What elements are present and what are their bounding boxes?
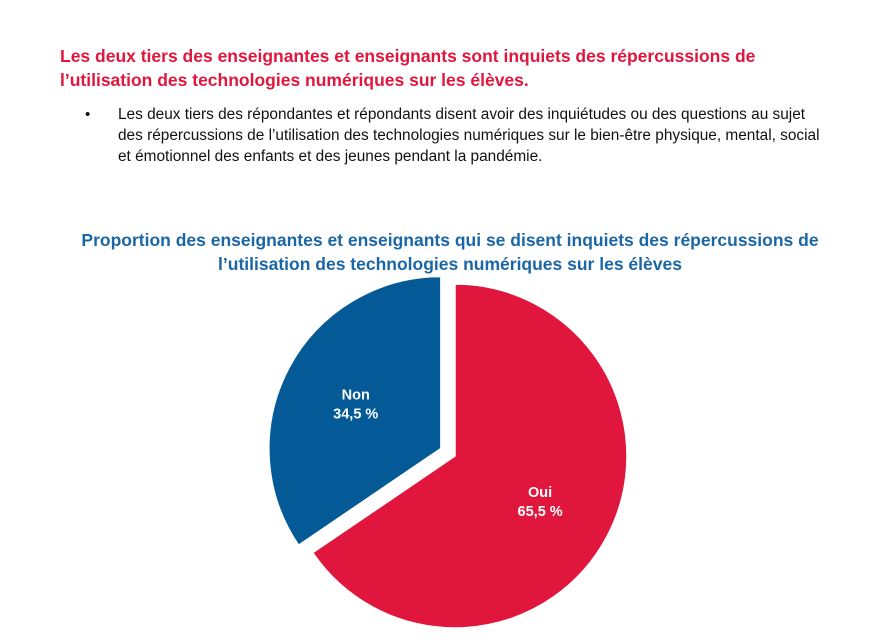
slice-label-oui: Oui bbox=[528, 485, 552, 501]
bullet-dot: • bbox=[85, 106, 91, 123]
slice-label-non: Non bbox=[342, 387, 370, 403]
chart-title: Proportion des enseignantes et enseignan… bbox=[81, 230, 819, 274]
pie-slice-oui bbox=[311, 283, 628, 629]
bullet-item: • Les deux tiers des répondantes et répo… bbox=[60, 104, 820, 167]
headline: Les deux tiers des enseignantes et ensei… bbox=[60, 46, 756, 90]
bullet-list: • Les deux tiers des répondantes et répo… bbox=[60, 104, 820, 167]
slice-value-oui: 65,5 % bbox=[518, 504, 563, 520]
pie-slice-non bbox=[268, 275, 442, 547]
bullet-text: Les deux tiers des répondantes et répond… bbox=[118, 106, 820, 165]
slice-value-non: 34,5 % bbox=[333, 406, 378, 422]
